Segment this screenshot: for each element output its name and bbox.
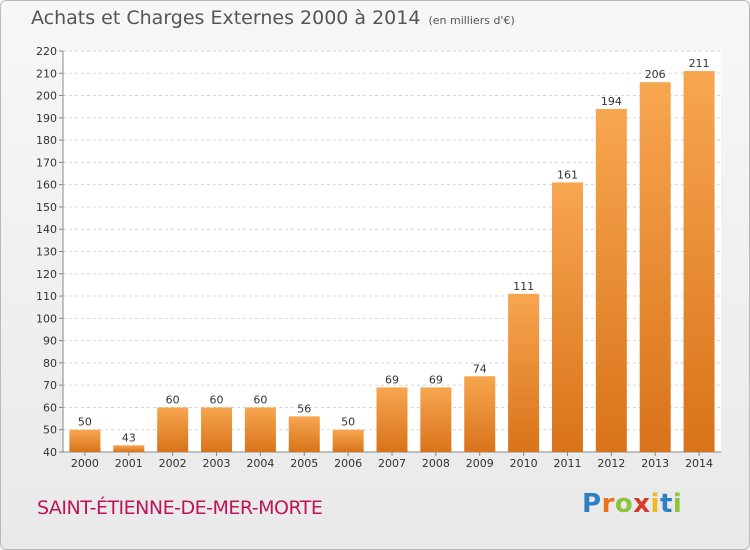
x-tick-label: 2011	[553, 457, 581, 470]
y-tick-label: 180	[36, 134, 57, 147]
x-tick-label: 2002	[159, 457, 187, 470]
bar	[376, 387, 408, 452]
y-tick-label: 110	[36, 290, 57, 303]
bar	[508, 293, 540, 452]
y-tick-label: 60	[43, 401, 57, 414]
chart-title-text: Achats et Charges Externes 2000 à 2014	[31, 7, 421, 29]
y-tick-label: 210	[36, 67, 57, 80]
y-tick-label: 140	[36, 223, 57, 236]
bar	[332, 429, 364, 452]
x-tick-label: 2013	[641, 457, 669, 470]
bar	[113, 445, 145, 452]
x-tick-label: 2008	[422, 457, 450, 470]
data-label: 74	[473, 362, 487, 375]
y-tick-label: 220	[36, 45, 57, 58]
x-tick-label: 2007	[378, 457, 406, 470]
y-tick-label: 160	[36, 179, 57, 192]
x-tick-label: 2005	[290, 457, 318, 470]
y-tick-label: 200	[36, 90, 57, 103]
x-tick-label: 2000	[71, 457, 99, 470]
data-label: 206	[645, 68, 666, 81]
x-tick-label: 2012	[597, 457, 625, 470]
bar	[420, 387, 452, 452]
bar	[69, 429, 101, 452]
y-tick-label: 70	[43, 379, 57, 392]
bar	[157, 407, 189, 452]
x-tick-label: 2014	[685, 457, 713, 470]
bar	[683, 71, 715, 453]
x-tick-label: 2003	[203, 457, 231, 470]
y-tick-label: 40	[43, 446, 57, 459]
data-label: 50	[341, 416, 355, 429]
y-tick-label: 90	[43, 335, 57, 348]
data-label: 60	[210, 393, 224, 406]
y-tick-label: 80	[43, 357, 57, 370]
logo-letter: t	[659, 489, 673, 519]
data-label: 50	[78, 416, 92, 429]
y-tick-label: 190	[36, 112, 57, 125]
proxiti-logo: Proxiti	[582, 489, 682, 519]
data-label: 60	[253, 393, 267, 406]
y-tick-label: 150	[36, 201, 57, 214]
data-label: 56	[297, 402, 311, 415]
bar	[288, 416, 320, 452]
logo-letter: x	[633, 489, 651, 519]
data-label: 111	[513, 280, 534, 293]
x-tick-label: 2004	[246, 457, 274, 470]
data-label: 60	[166, 393, 180, 406]
data-label: 69	[429, 373, 443, 386]
x-tick-label: 2010	[510, 457, 538, 470]
bar	[551, 182, 583, 452]
x-tick-label: 2006	[334, 457, 362, 470]
y-tick-label: 50	[43, 424, 57, 437]
chart-title: Achats et Charges Externes 2000 à 2014 (e…	[31, 7, 515, 29]
x-tick-label: 2001	[115, 457, 143, 470]
x-tick-label: 2009	[466, 457, 494, 470]
bar	[595, 108, 627, 452]
logo-letter: P	[582, 489, 602, 519]
logo-letter: r	[601, 489, 615, 519]
data-label: 211	[689, 57, 710, 70]
chart-unit: (en milliers d'€)	[428, 14, 515, 27]
y-tick-label: 170	[36, 156, 57, 169]
data-label: 194	[601, 95, 622, 108]
logo-letter: o	[614, 489, 634, 519]
data-label: 43	[122, 431, 136, 444]
bar	[464, 376, 496, 452]
data-label: 69	[385, 373, 399, 386]
y-tick-label: 130	[36, 246, 57, 259]
y-tick-label: 100	[36, 312, 57, 325]
logo-letter: i	[650, 489, 660, 519]
bar	[244, 407, 276, 452]
bar	[639, 82, 671, 452]
bar	[201, 407, 233, 452]
data-label: 161	[557, 168, 578, 181]
logo-letter: i	[672, 489, 683, 519]
commune-name: SAINT-ÉTIENNE-DE-MER-MORTE	[37, 497, 323, 519]
y-tick-label: 120	[36, 268, 57, 281]
